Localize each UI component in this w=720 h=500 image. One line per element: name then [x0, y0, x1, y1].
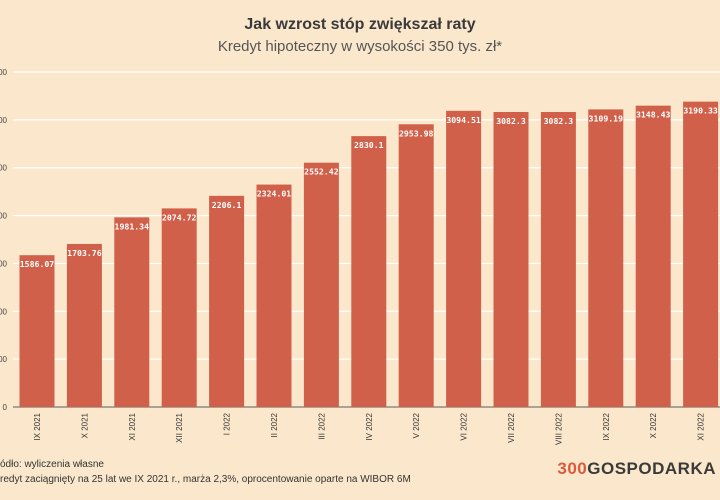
data-label: 3082.3 — [544, 116, 574, 126]
logo-digits: 300 — [557, 459, 588, 478]
y-tick-label: 00 — [0, 259, 8, 268]
y-tick-label: 00 — [0, 307, 8, 316]
data-label: 2206.1 — [212, 200, 242, 210]
data-label: 3094.51 — [446, 115, 481, 125]
footnote: redyt zaciągnięty na 25 lat we IX 2021 r… — [0, 474, 411, 485]
data-label: 3148.43 — [636, 110, 671, 120]
y-tick-label: 00 — [0, 355, 8, 364]
x-tick-label: VI 2022 — [460, 412, 469, 440]
data-label: 1703.76 — [67, 248, 102, 258]
brand-logo: 300GOSPODARKA — [557, 459, 716, 479]
x-tick-label: IX 2022 — [602, 412, 611, 440]
bar — [66, 243, 102, 407]
data-label: 1981.34 — [115, 221, 150, 231]
x-tick-label: X 2022 — [649, 412, 658, 438]
x-tick-label: XI 2021 — [128, 412, 137, 440]
y-tick-label: 00 — [0, 68, 8, 77]
bar — [303, 162, 339, 407]
y-tick-label: 00 — [0, 212, 8, 221]
bar — [683, 101, 719, 408]
data-label: 2324.01 — [257, 189, 292, 199]
data-label: 2953.98 — [399, 128, 434, 138]
data-label: 2074.72 — [162, 212, 197, 222]
bar — [446, 110, 482, 407]
bar — [540, 111, 576, 407]
data-label: 2552.42 — [304, 167, 339, 177]
bar — [635, 105, 671, 407]
data-label: 1586.07 — [20, 259, 55, 269]
x-tick-label: X 2021 — [80, 412, 89, 438]
x-tick-label: IV 2022 — [365, 412, 374, 440]
logo-name: GOSPODARKA — [587, 459, 716, 478]
bar — [114, 217, 150, 407]
data-label: 2830.1 — [354, 140, 384, 150]
chart-title: Jak wzrost stóp zwiększał raty — [244, 16, 476, 33]
data-label: 3190.33 — [683, 106, 718, 116]
bar — [398, 124, 434, 408]
data-label: 3109.19 — [589, 113, 624, 123]
bar — [256, 184, 292, 407]
x-tick-label: VIII 2022 — [554, 412, 563, 445]
data-label: 3082.3 — [496, 116, 526, 126]
x-tick-label: I 2022 — [223, 412, 232, 435]
x-tick-label: IX 2021 — [33, 412, 42, 440]
source-note: ódło: wyliczenia własne — [0, 459, 104, 470]
bar — [588, 109, 624, 407]
y-tick-label: 00 — [0, 164, 8, 173]
x-tick-label: XII 2021 — [175, 412, 184, 442]
bar — [19, 255, 55, 407]
bar — [351, 136, 387, 407]
chart-subtitle: Kredyt hipoteczny w wysokości 350 tys. z… — [217, 38, 503, 55]
bar — [209, 195, 245, 407]
x-tick-label: XI 2022 — [697, 412, 706, 440]
y-tick-label: 0 — [3, 403, 8, 412]
bar — [161, 208, 197, 407]
y-tick-label: 00 — [0, 116, 8, 125]
bar — [493, 111, 529, 407]
x-tick-label: II 2022 — [270, 412, 279, 437]
x-tick-label: III 2022 — [317, 412, 326, 439]
x-tick-label: VII 2022 — [507, 412, 516, 442]
x-tick-label: V 2022 — [412, 412, 421, 438]
